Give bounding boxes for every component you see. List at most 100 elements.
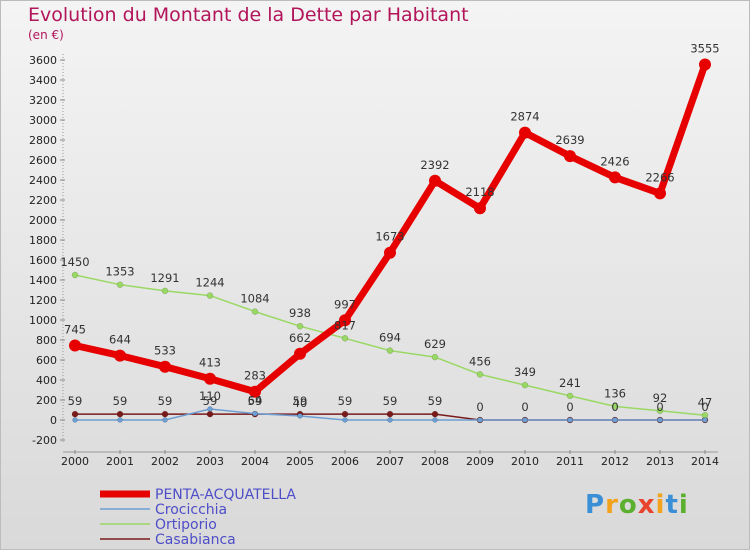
data-label-casabianca: 59 bbox=[428, 394, 443, 408]
point-penta-acquatella bbox=[699, 58, 711, 71]
x-tick-label: 2011 bbox=[556, 455, 584, 468]
chart-title: Evolution du Montant de la Dette par Hab… bbox=[28, 4, 469, 26]
x-tick-label: 2009 bbox=[466, 455, 494, 468]
point-crocicchia bbox=[432, 417, 438, 423]
y-tick-label: -200 bbox=[32, 434, 57, 447]
y-tick-label: 2600 bbox=[29, 154, 57, 167]
point-penta-acquatella bbox=[69, 339, 81, 352]
point-crocicchia bbox=[162, 417, 168, 423]
point-penta-acquatella bbox=[339, 314, 351, 327]
y-tick-label: 1400 bbox=[29, 274, 57, 287]
data-label-penta-acquatella: 997 bbox=[334, 297, 356, 311]
point-ortiporio bbox=[161, 287, 169, 295]
point-casabianca bbox=[116, 410, 124, 418]
x-tick-label: 2002 bbox=[151, 455, 179, 468]
x-tick-label: 2003 bbox=[196, 455, 224, 468]
x-tick-label: 2014 bbox=[691, 455, 719, 468]
x-tick-label: 2004 bbox=[241, 455, 269, 468]
data-label-ortiporio: 817 bbox=[334, 318, 356, 332]
x-tick-label: 2008 bbox=[421, 455, 449, 468]
point-casabianca bbox=[386, 410, 394, 418]
point-crocicchia bbox=[702, 417, 708, 423]
data-label-casabianca: 0 bbox=[701, 400, 708, 414]
x-tick-label: 2000 bbox=[61, 455, 89, 468]
data-label-ortiporio: 136 bbox=[604, 386, 626, 400]
point-ortiporio bbox=[251, 308, 259, 315]
data-label-ortiporio: 1084 bbox=[240, 292, 269, 306]
x-tick-label: 2005 bbox=[286, 455, 314, 468]
y-tick-label: 1000 bbox=[29, 314, 57, 327]
logo-letter: P bbox=[585, 490, 606, 520]
data-label-ortiporio: 629 bbox=[424, 337, 446, 351]
point-casabianca bbox=[341, 410, 349, 418]
y-tick-label: 600 bbox=[36, 354, 57, 367]
logo-letter: i bbox=[655, 490, 666, 520]
data-label-crocicchia: 110 bbox=[199, 389, 221, 403]
point-ortiporio bbox=[566, 392, 574, 400]
y-tick-label: 200 bbox=[36, 394, 57, 407]
point-crocicchia bbox=[477, 417, 483, 423]
data-label-casabianca: 0 bbox=[611, 400, 618, 414]
x-tick-label: 2010 bbox=[511, 455, 539, 468]
data-label-casabianca: 59 bbox=[68, 394, 83, 408]
point-ortiporio bbox=[521, 381, 529, 389]
point-ortiporio bbox=[116, 281, 124, 288]
logo-letter: t bbox=[665, 490, 679, 520]
point-penta-acquatella bbox=[519, 126, 531, 139]
data-label-casabianca: 59 bbox=[203, 394, 218, 408]
data-label-ortiporio: 456 bbox=[469, 354, 491, 368]
point-ortiporio bbox=[341, 335, 349, 342]
legend-label-casabianca: Casabianca bbox=[155, 532, 236, 548]
logo-letter: r bbox=[605, 490, 619, 520]
point-crocicchia bbox=[72, 417, 78, 423]
point-penta-acquatella bbox=[564, 150, 576, 163]
point-crocicchia bbox=[207, 406, 213, 412]
data-label-casabianca: 59 bbox=[158, 394, 173, 408]
x-tick-label: 2007 bbox=[376, 455, 404, 468]
data-label-ortiporio: 938 bbox=[289, 306, 311, 320]
data-label-penta-acquatella: 1673 bbox=[375, 230, 404, 244]
y-tick-label: 800 bbox=[36, 334, 57, 347]
data-label-penta-acquatella: 413 bbox=[199, 356, 221, 370]
point-crocicchia bbox=[342, 417, 348, 423]
y-tick-label: 3600 bbox=[29, 54, 57, 67]
point-ortiporio bbox=[431, 353, 439, 361]
point-penta-acquatella bbox=[114, 349, 126, 362]
y-tick-label: 3400 bbox=[29, 74, 57, 87]
point-crocicchia bbox=[297, 413, 303, 419]
x-tick-label: 2012 bbox=[601, 455, 629, 468]
point-crocicchia bbox=[522, 417, 528, 423]
y-tick-label: 1600 bbox=[29, 254, 57, 267]
data-label-ortiporio: 241 bbox=[559, 376, 581, 390]
point-penta-acquatella bbox=[429, 174, 441, 187]
data-label-ortiporio: 1450 bbox=[60, 255, 89, 269]
unit-label: (en €) bbox=[28, 28, 64, 42]
data-label-casabianca: 59 bbox=[293, 394, 308, 408]
data-label-penta-acquatella: 3555 bbox=[690, 42, 719, 56]
point-penta-acquatella bbox=[609, 171, 621, 184]
data-label-crocicchia: 40 bbox=[293, 396, 308, 410]
series-layer bbox=[69, 58, 711, 424]
data-label-penta-acquatella: 662 bbox=[289, 331, 311, 345]
data-label-penta-acquatella: 2874 bbox=[510, 110, 539, 124]
data-label-ortiporio: 349 bbox=[514, 365, 536, 379]
legend-label-ortiporio: Ortiporio bbox=[155, 517, 217, 533]
data-label-penta-acquatella: 533 bbox=[154, 344, 176, 358]
y-tick-label: 2000 bbox=[29, 214, 57, 227]
y-tick-label: 3200 bbox=[29, 94, 57, 107]
data-label-casabianca: 59 bbox=[383, 394, 398, 408]
y-tick-label: 0 bbox=[50, 414, 57, 427]
point-penta-acquatella bbox=[474, 202, 486, 215]
y-tick-label: 400 bbox=[36, 374, 57, 387]
point-penta-acquatella bbox=[204, 372, 216, 385]
data-label-penta-acquatella: 2392 bbox=[420, 158, 449, 172]
data-label-crocicchia: 64 bbox=[248, 394, 263, 408]
point-ortiporio bbox=[386, 347, 394, 354]
y-tick-label: 1200 bbox=[29, 294, 57, 307]
legend: PENTA-ACQUATELLACrocicchiaOrtiporioCasab… bbox=[100, 487, 296, 548]
point-penta-acquatella bbox=[159, 360, 171, 373]
logo-letter: o bbox=[618, 490, 638, 520]
point-ortiporio bbox=[611, 403, 619, 410]
data-label-penta-acquatella: 644 bbox=[109, 333, 131, 347]
point-crocicchia bbox=[387, 417, 393, 423]
